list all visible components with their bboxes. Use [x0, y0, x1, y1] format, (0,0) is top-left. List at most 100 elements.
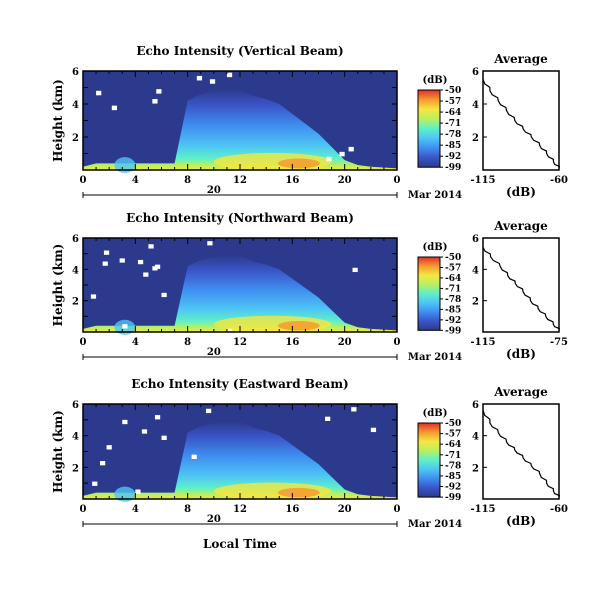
day-label: 20 [207, 514, 221, 525]
y-tick-label: 2 [72, 297, 79, 308]
colorbar-tick-label: -57 [445, 430, 461, 440]
avg-x-tick-label: -115 [470, 504, 495, 515]
data-gap [205, 408, 212, 414]
y-axis-label: Height (km) [51, 244, 65, 327]
data-gap [90, 294, 97, 299]
date-label: Mar 2014 [408, 519, 462, 530]
data-gap [122, 419, 128, 425]
colorbar-tick-label: -92 [445, 316, 461, 326]
data-gap [148, 244, 154, 249]
peak-echo-core [277, 158, 320, 169]
data-gap [92, 481, 98, 486]
x-tick-label: 8 [184, 504, 191, 515]
data-gap [161, 292, 167, 298]
avg-x-tick-label: -60 [550, 504, 568, 515]
avg-y-tick-label: 6 [472, 67, 479, 78]
y-tick-label: 4 [72, 100, 79, 111]
panel-title: Echo Intensity (Northward Beam) [126, 211, 354, 225]
colorbar-tick-label: -85 [445, 305, 461, 315]
peak-echo-core [277, 321, 320, 331]
data-gap [156, 89, 162, 94]
avg-title: Average [493, 219, 548, 233]
date-label: Mar 2014 [408, 352, 462, 363]
colorbar [417, 89, 441, 168]
x-tick-label: 20 [338, 175, 352, 186]
colorbar [417, 256, 441, 331]
avg-profile-line [482, 79, 561, 169]
x-tick-label: 16 [285, 337, 299, 348]
x-tick-label: 0 [394, 504, 401, 515]
data-gap [137, 259, 144, 265]
colorbar [417, 422, 441, 498]
data-gap [96, 90, 102, 96]
avg-y-tick-label: 6 [472, 234, 479, 245]
early-echo [114, 157, 136, 173]
avg-profile-line [482, 247, 560, 331]
x-tick-label: 16 [285, 504, 299, 515]
colorbar-tick-label: -99 [445, 326, 461, 336]
data-gap [152, 99, 158, 104]
colorbar-tick-label: -99 [445, 163, 461, 173]
panel-title: Echo Intensity (Eastward Beam) [131, 377, 348, 391]
data-gap [141, 429, 148, 434]
avg-x-label: (dB) [506, 514, 536, 528]
avg-y-tick-label: 2 [472, 297, 479, 308]
data-gap [106, 445, 112, 450]
data-gap [102, 261, 108, 266]
data-gap [154, 415, 161, 420]
colorbar-tick-label: -92 [445, 152, 461, 162]
colorbar-unit: (dB) [423, 242, 448, 253]
x-tick-label: 0 [80, 504, 87, 515]
data-gap [207, 241, 213, 246]
data-gap [226, 72, 233, 78]
colorbar-tick-label: -71 [445, 451, 461, 461]
data-gap [111, 105, 118, 111]
avg-y-tick-label: 4 [472, 432, 479, 443]
y-tick-label: 6 [72, 67, 79, 78]
data-gap [352, 267, 358, 273]
colorbar-tick-label: -85 [445, 472, 461, 482]
colorbar-tick-label: -64 [445, 274, 461, 284]
x-tick-label: 12 [233, 504, 247, 515]
data-gap [196, 75, 203, 81]
peak-echo-core [277, 487, 320, 498]
data-gap [339, 151, 345, 157]
colorbar-tick-label: -99 [445, 493, 461, 503]
x-tick-label: 8 [184, 175, 191, 186]
colorbar-tick-label: -78 [445, 295, 461, 305]
avg-x-tick-label: -115 [470, 337, 495, 348]
avg-x-tick-label: -60 [550, 175, 568, 186]
colorbar-tick-label: -78 [445, 461, 461, 471]
echo-region [83, 421, 397, 499]
avg-title: Average [493, 52, 548, 66]
x-tick-label: 0 [80, 337, 87, 348]
day-label: 20 [207, 185, 221, 196]
data-gap [100, 461, 106, 466]
colorbar-tick-label: -57 [445, 263, 461, 273]
data-gap [326, 156, 332, 162]
colorbar-tick-label: -71 [445, 119, 461, 129]
colorbar-tick-label: -57 [445, 97, 461, 107]
data-gap [119, 258, 125, 263]
colorbar-tick-label: -71 [445, 284, 461, 294]
avg-x-tick-label: -115 [470, 175, 495, 186]
data-gap [209, 79, 216, 84]
data-gap [135, 489, 141, 494]
x-tick-label: 4 [132, 175, 139, 186]
avg-y-tick-label: 6 [472, 400, 479, 411]
data-gap [325, 416, 331, 421]
avg-x-label: (dB) [506, 185, 536, 199]
colorbar-tick-label: -50 [445, 419, 461, 429]
data-gap [122, 324, 128, 329]
data-gap [351, 407, 357, 412]
date-label: Mar 2014 [408, 190, 462, 201]
colorbar-tick-label: -92 [445, 483, 461, 493]
avg-y-tick-label: 2 [472, 133, 479, 144]
avg-title: Average [493, 385, 548, 399]
data-gap [226, 328, 233, 334]
data-gap [103, 250, 110, 255]
colorbar-tick-label: -85 [445, 141, 461, 151]
avg-x-label: (dB) [506, 347, 536, 361]
x-tick-label: 0 [80, 175, 87, 186]
x-tick-label: 0 [394, 175, 401, 186]
